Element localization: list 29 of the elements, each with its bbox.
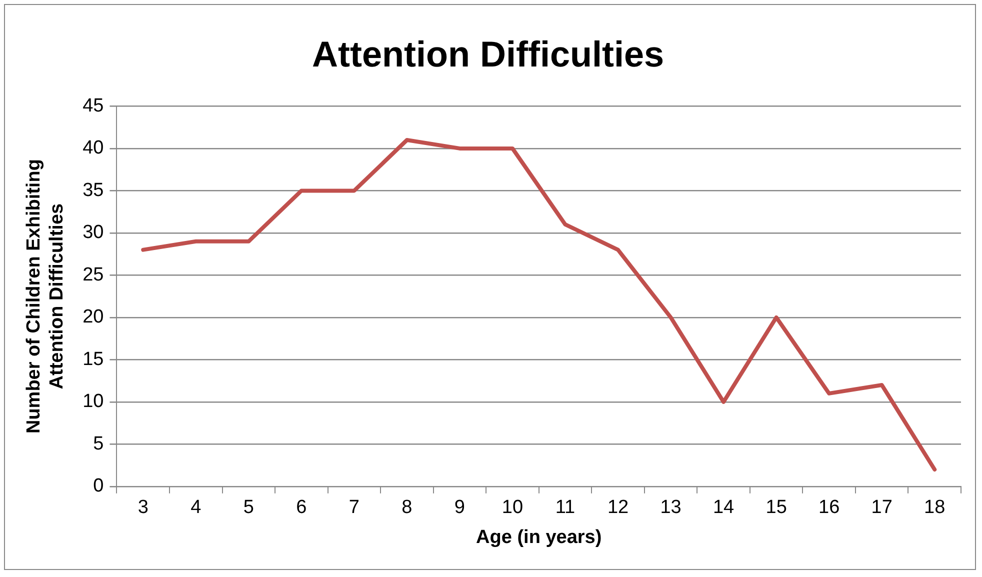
x-tick-label: 8: [402, 497, 412, 518]
y-tick-label: 25: [82, 264, 104, 286]
y-axis-title: Number of Children Exhibiting Attention Difficulties: [24, 159, 68, 434]
y-tick-label: 0: [93, 476, 104, 497]
y-tick-label: 45: [82, 95, 104, 116]
y-tick-label: 40: [82, 138, 104, 159]
y-tick-label: 35: [82, 180, 104, 201]
x-tick-label: 17: [871, 497, 892, 518]
x-tick-label: 9: [454, 497, 466, 518]
x-tick-label: 13: [660, 497, 682, 518]
y-tick-label: 5: [93, 433, 104, 454]
y-tick-label: 10: [82, 391, 104, 412]
x-tick-label: 14: [712, 497, 735, 518]
x-tick-label: 18: [924, 497, 946, 518]
x-tick-label: 3: [138, 497, 148, 518]
x-tick-label: 15: [766, 497, 787, 518]
x-tick-label: 10: [502, 497, 524, 518]
x-tick-label: 6: [296, 497, 307, 518]
x-axis-title: Age (in years): [476, 526, 602, 548]
y-tick-label: 15: [82, 348, 104, 370]
x-tick-label: 11: [555, 497, 576, 518]
x-tick-label: 7: [348, 497, 360, 518]
x-tick-label: 4: [190, 497, 202, 518]
y-tick-label: 30: [82, 222, 104, 244]
x-tick-label: 5: [243, 497, 254, 518]
x-tick-label: 16: [818, 497, 840, 518]
y-tick-label: 20: [82, 306, 104, 328]
x-tick-label: 12: [607, 497, 629, 518]
chart-title: Attention Difficulties: [312, 34, 664, 75]
